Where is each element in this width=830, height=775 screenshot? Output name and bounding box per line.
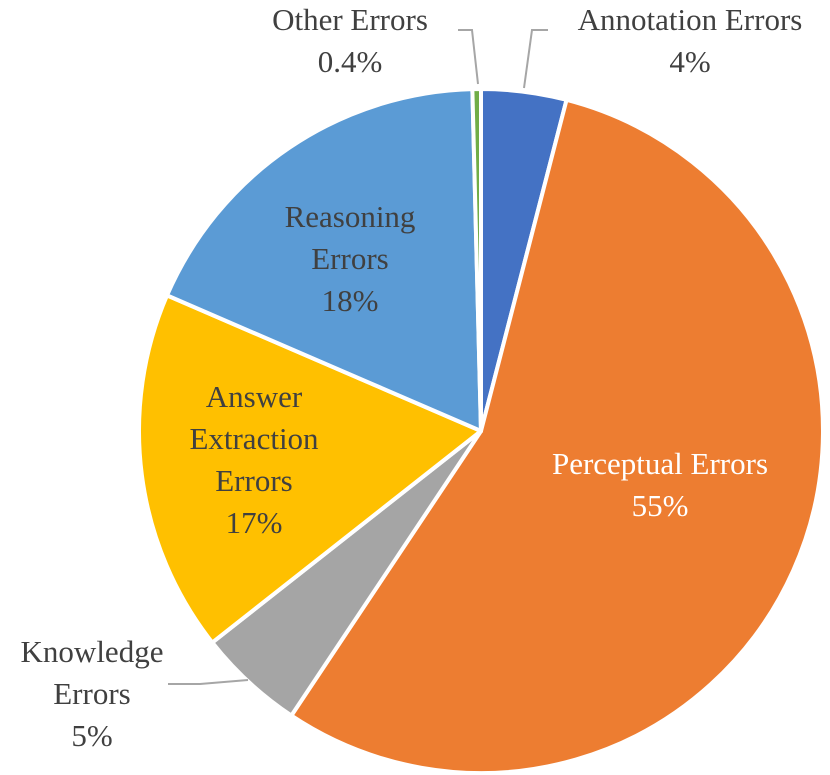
data-label-knowledge-errors: Knowledge Errors 5% — [21, 634, 164, 753]
leader-line-knowledge-errors — [168, 679, 249, 685]
data-label-value: 0.4% — [318, 44, 383, 79]
leader-lines — [168, 29, 548, 685]
data-label-category: Other Errors — [272, 2, 428, 37]
data-label-answer-extraction-errors: Answer Extraction Errors 17% — [189, 379, 319, 540]
data-label-value: 17% — [226, 505, 283, 540]
pie-slice-perceptual-errors — [289, 97, 825, 775]
pie-slices — [137, 87, 825, 775]
data-label-value: 5% — [71, 718, 112, 753]
data-label-perceptual-errors: Perceptual Errors 55% — [552, 446, 768, 523]
pie-slice-other-errors — [470, 87, 483, 433]
pie-slice-reasoning-errors — [165, 87, 483, 433]
pie-slice-answer-extraction-errors — [137, 293, 483, 645]
data-label-category: Annotation Errors — [578, 2, 803, 37]
leader-line-other-errors — [458, 29, 479, 85]
data-label-category: Knowledge — [21, 634, 164, 669]
data-label-value: 4% — [669, 44, 710, 79]
data-label-category: Answer — [206, 379, 303, 414]
data-labels: Annotation Errors 4% Perceptual Errors 55% K… — [21, 2, 803, 753]
data-label-annotation-errors: Annotation Errors 4% — [578, 2, 803, 79]
data-label-other-errors: Other Errors 0.4% — [272, 2, 428, 79]
data-label-category: Extraction — [189, 421, 319, 456]
data-label-category: Errors — [311, 241, 388, 276]
data-label-value: 18% — [322, 283, 379, 318]
data-label-value: 55% — [632, 488, 689, 523]
data-label-reasoning-errors: Reasoning Errors 18% — [285, 199, 416, 318]
data-label-category: Reasoning — [285, 199, 416, 234]
data-label-category: Errors — [215, 463, 292, 498]
data-label-category: Errors — [53, 676, 130, 711]
leader-line-annotation-errors — [523, 29, 548, 89]
data-label-category: Perceptual Errors — [552, 446, 768, 481]
